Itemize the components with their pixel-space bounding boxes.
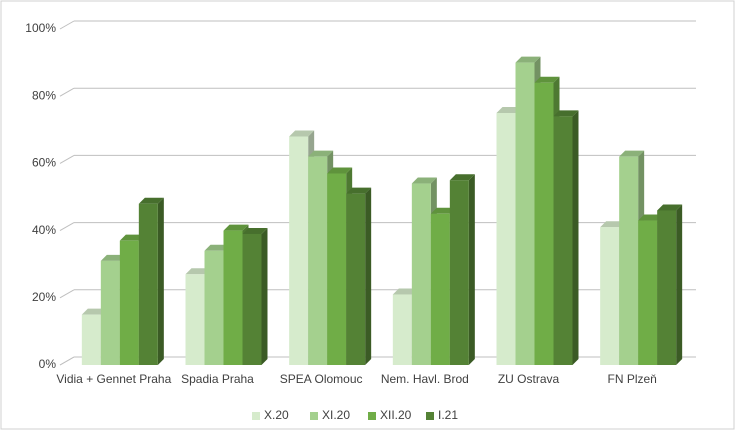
legend-swatch [252,412,260,420]
y-tick-label: 40% [32,223,56,237]
bar [430,213,450,365]
bar [223,230,243,365]
bar-top [449,174,475,181]
x-tick-label: SPEA Olomouc [280,372,363,386]
bar-top [242,227,268,234]
bar [638,220,658,365]
grid-line-side [59,154,75,164]
x-tick-label: ZU Ostrava [498,372,560,386]
bar-top [496,107,522,113]
bar [327,173,347,365]
legend-label: XII.20 [380,408,412,422]
bar-top [346,187,372,194]
bar-top [81,308,107,315]
bar-side [365,187,372,365]
legend-swatch [310,412,318,420]
legend-label: I.21 [438,408,458,422]
bar [496,113,516,365]
bar [657,210,677,365]
bar [346,193,366,365]
legend-swatch [368,412,376,420]
y-tick-label: 80% [32,88,56,102]
legend-label: X.20 [264,408,289,422]
bar [81,314,101,365]
grid-line-side [59,356,75,366]
bar [449,180,469,365]
bar-side [676,204,683,365]
bar-top [308,150,334,157]
bar-top [534,76,560,83]
bar-top [411,177,437,184]
x-tick-label: Vidia + Gennet Praha [56,372,171,386]
bar-side [468,174,475,365]
bar-top [289,130,315,137]
x-tick-label: Nem. Havl. Brod [381,372,469,386]
bar-top [185,268,211,275]
bar-top [223,224,249,231]
bar-top [515,56,541,63]
x-tick-label: FN Plzeň [607,372,656,386]
bar-top [119,234,145,241]
bar-top [138,197,164,204]
y-tick-label: 60% [32,156,56,170]
y-tick-label: 100% [25,21,56,35]
bar-top [553,110,579,117]
bar-top [430,207,456,214]
bar-top [204,244,230,251]
bar-top [392,288,418,295]
bar-top [100,254,126,261]
bar [242,233,262,365]
bar-top [327,167,353,174]
bar [204,250,224,365]
y-tick-label: 20% [32,290,56,304]
grid-line-side [59,20,75,30]
bar-top [619,150,645,157]
grid-line-side [59,87,75,97]
bar-side [157,197,164,365]
y-tick-label: 0% [39,357,57,371]
bar [411,183,431,365]
grid-line-side [59,289,75,299]
bar [308,156,328,365]
x-tick-label: Spadia Praha [181,372,254,386]
bar [138,203,158,365]
bar [289,136,309,365]
bar [185,274,205,365]
bar-side [572,110,579,365]
bar-top [657,204,683,211]
bar [600,227,620,365]
bar-top [600,221,626,228]
bar [119,240,139,365]
bar-side [261,227,268,365]
bar [392,294,412,365]
legend-label: XI.20 [322,408,350,422]
bar [619,156,639,365]
bar [515,62,535,365]
bar [534,82,554,365]
grid-line-side [59,222,75,232]
bar [100,260,120,365]
legend-swatch [426,412,434,420]
bar-top [638,214,664,221]
bar [553,116,573,365]
